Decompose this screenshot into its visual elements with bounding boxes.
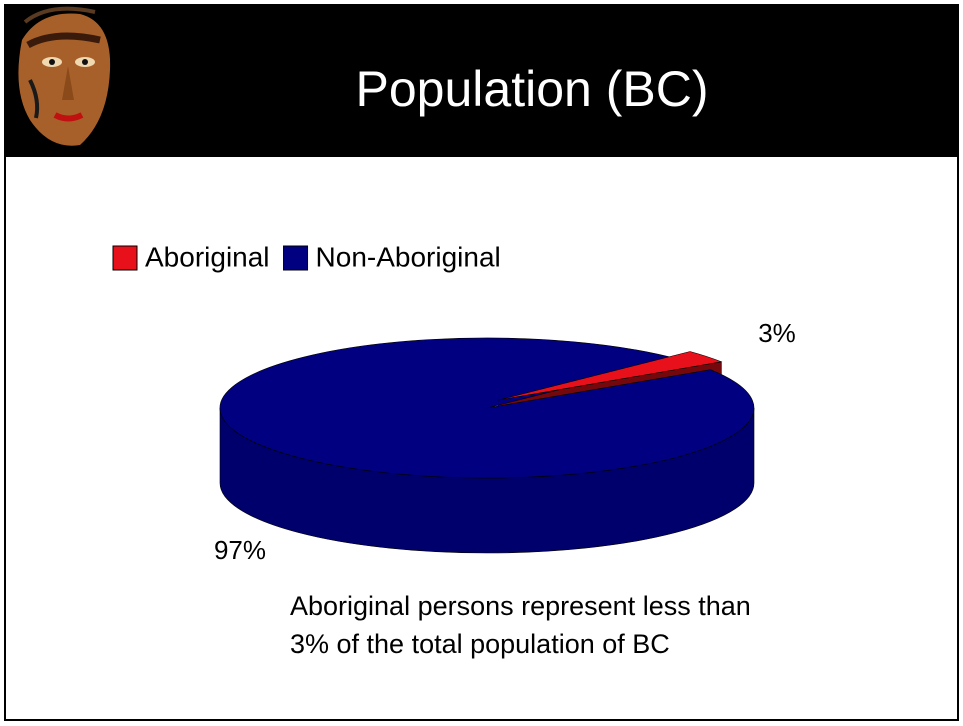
slide-title: Population (BC)	[356, 61, 709, 117]
header-band	[5, 5, 958, 157]
annotation-line: Aboriginal persons represent less than	[290, 591, 751, 621]
annotation: Aboriginal persons represent less than 3%…	[290, 591, 751, 659]
pie-slice	[497, 351, 723, 401]
data-label: 97%	[214, 535, 266, 565]
data-label: 3%	[758, 318, 796, 348]
legend-label: Non-Aboriginal	[316, 241, 501, 272]
pie-chart: 3% 97%	[214, 318, 796, 565]
legend-swatch	[283, 245, 309, 271]
annotation-line: 3% of the total population of BC	[290, 629, 670, 659]
legend: Aboriginal Non-Aboriginal	[112, 241, 501, 272]
mask-icon	[18, 6, 111, 146]
legend-swatch	[112, 245, 138, 271]
legend-label: Aboriginal	[145, 241, 270, 272]
